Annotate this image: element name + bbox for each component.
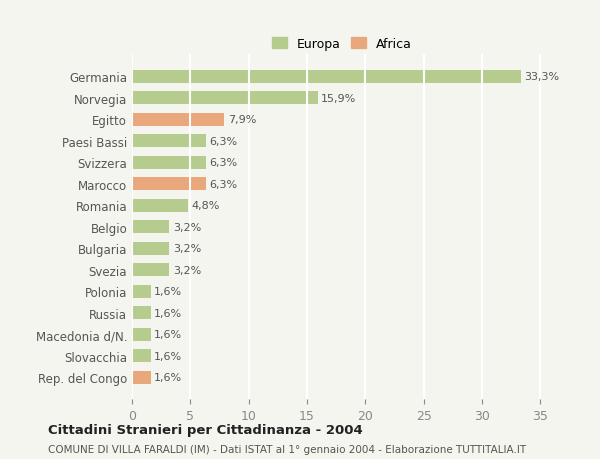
Bar <box>132 157 205 169</box>
Text: 3,2%: 3,2% <box>173 244 201 254</box>
Bar <box>132 221 169 234</box>
Legend: Europa, Africa: Europa, Africa <box>268 34 416 54</box>
Text: 3,2%: 3,2% <box>173 265 201 275</box>
Bar <box>132 178 205 191</box>
Bar <box>132 371 151 384</box>
Bar <box>132 263 169 276</box>
Text: 1,6%: 1,6% <box>154 351 182 361</box>
Bar <box>132 92 317 105</box>
Bar <box>132 113 224 127</box>
Bar <box>132 199 188 212</box>
Text: 15,9%: 15,9% <box>321 94 356 104</box>
Bar <box>132 135 205 148</box>
Text: 7,9%: 7,9% <box>227 115 256 125</box>
Text: 1,6%: 1,6% <box>154 372 182 382</box>
Text: 1,6%: 1,6% <box>154 286 182 297</box>
Bar <box>132 328 151 341</box>
Bar <box>132 242 169 255</box>
Text: 6,3%: 6,3% <box>209 179 237 189</box>
Text: Cittadini Stranieri per Cittadinanza - 2004: Cittadini Stranieri per Cittadinanza - 2… <box>48 423 363 436</box>
Text: 1,6%: 1,6% <box>154 308 182 318</box>
Bar <box>132 349 151 362</box>
Text: 6,3%: 6,3% <box>209 136 237 146</box>
Text: 33,3%: 33,3% <box>524 72 559 82</box>
Text: 3,2%: 3,2% <box>173 222 201 232</box>
Text: 1,6%: 1,6% <box>154 330 182 339</box>
Text: 4,8%: 4,8% <box>191 201 220 211</box>
Bar <box>132 307 151 319</box>
Bar <box>132 71 521 84</box>
Bar <box>132 285 151 298</box>
Text: COMUNE DI VILLA FARALDI (IM) - Dati ISTAT al 1° gennaio 2004 - Elaborazione TUTT: COMUNE DI VILLA FARALDI (IM) - Dati ISTA… <box>48 444 526 454</box>
Text: 6,3%: 6,3% <box>209 158 237 168</box>
